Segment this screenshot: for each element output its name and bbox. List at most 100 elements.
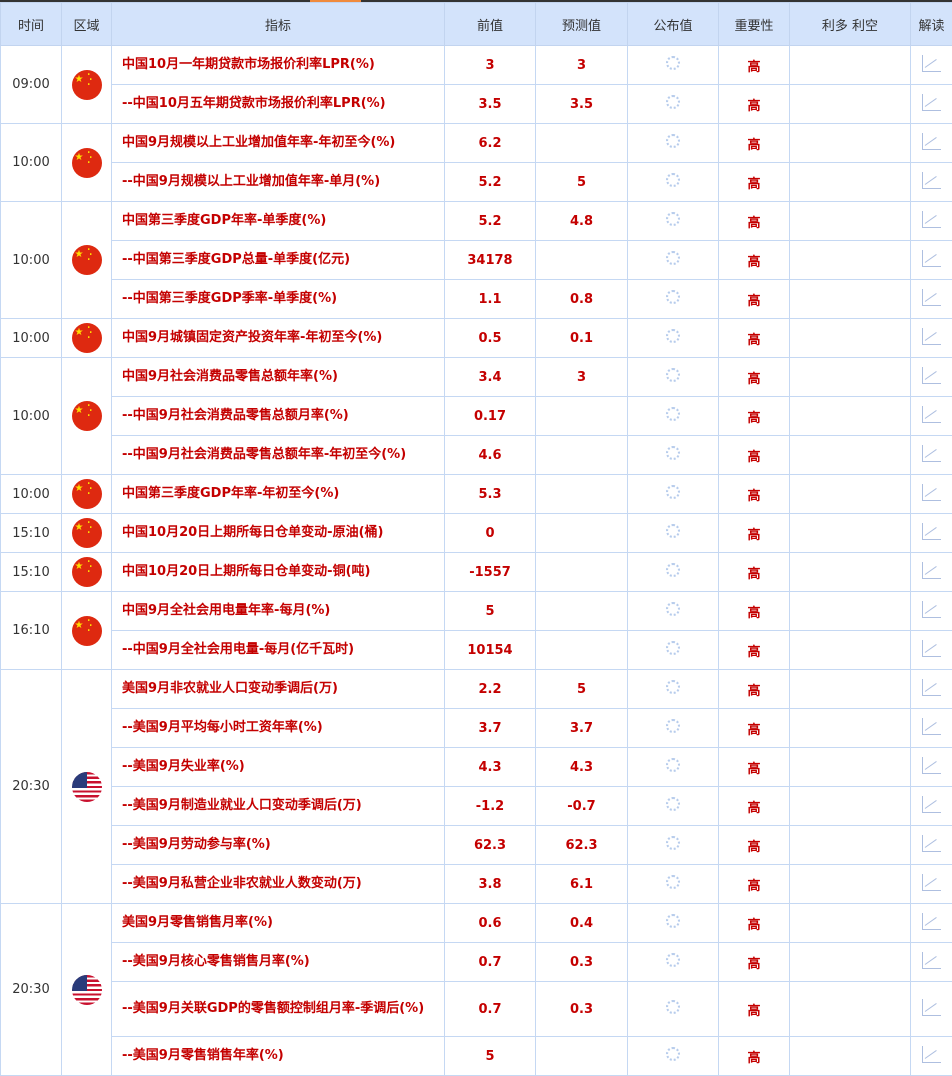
analysis-cell[interactable]: [911, 982, 952, 1037]
indicator-cell[interactable]: 美国9月零售销售月率(%): [112, 904, 445, 943]
indicator-cell[interactable]: --中国10月五年期贷款市场报价利率LPR(%): [112, 85, 445, 124]
indicator-cell[interactable]: --美国9月劳动参与率(%): [112, 826, 445, 865]
analysis-cell[interactable]: [911, 1037, 952, 1076]
analysis-cell[interactable]: [911, 202, 952, 241]
chart-analysis-icon[interactable]: [922, 999, 941, 1016]
analysis-cell[interactable]: [911, 592, 952, 631]
analysis-cell[interactable]: [911, 358, 952, 397]
indicator-cell[interactable]: 中国9月社会消费品零售总额年率(%): [112, 358, 445, 397]
chart-analysis-icon[interactable]: [922, 757, 941, 774]
analysis-cell[interactable]: [911, 943, 952, 982]
analysis-cell[interactable]: [911, 436, 952, 475]
analysis-cell[interactable]: [911, 865, 952, 904]
analysis-cell[interactable]: [911, 553, 952, 592]
chart-analysis-icon[interactable]: [922, 874, 941, 891]
chart-analysis-icon[interactable]: [922, 406, 941, 423]
table-row[interactable]: 10:00中国第三季度GDP年率-单季度(%)5.24.8高: [1, 202, 952, 241]
indicator-cell[interactable]: --美国9月核心零售销售月率(%): [112, 943, 445, 982]
indicator-cell[interactable]: 中国9月城镇固定资产投资年率-年初至今(%): [112, 319, 445, 358]
chart-analysis-icon[interactable]: [922, 55, 941, 72]
indicator-cell[interactable]: 中国第三季度GDP年率-单季度(%): [112, 202, 445, 241]
chart-analysis-icon[interactable]: [922, 172, 941, 189]
chart-analysis-icon[interactable]: [922, 484, 941, 501]
indicator-cell[interactable]: --中国第三季度GDP总量-单季度(亿元): [112, 241, 445, 280]
chart-analysis-icon[interactable]: [922, 913, 941, 930]
indicator-cell[interactable]: --美国9月私营企业非农就业人数变动(万): [112, 865, 445, 904]
chart-analysis-icon[interactable]: [922, 523, 941, 540]
indicator-cell[interactable]: --美国9月零售销售年率(%): [112, 1037, 445, 1076]
table-row[interactable]: 09:00中国10月一年期贷款市场报价利率LPR(%)33高: [1, 46, 952, 85]
indicator-cell[interactable]: 中国9月规模以上工业增加值年率-年初至今(%): [112, 124, 445, 163]
indicator-cell[interactable]: --中国9月社会消费品零售总额月率(%): [112, 397, 445, 436]
analysis-cell[interactable]: [911, 670, 952, 709]
chart-analysis-icon[interactable]: [922, 679, 941, 696]
analysis-cell[interactable]: [911, 631, 952, 670]
table-row[interactable]: 15:10中国10月20日上期所每日仓单变动-原油(桶)0高: [1, 514, 952, 553]
analysis-cell[interactable]: [911, 826, 952, 865]
indicator-cell[interactable]: --美国9月关联GDP的零售额控制组月率-季调后(%): [112, 982, 445, 1037]
indicator-cell[interactable]: 中国9月全社会用电量年率-每月(%): [112, 592, 445, 631]
chart-analysis-icon[interactable]: [922, 133, 941, 150]
indicator-cell[interactable]: --中国9月社会消费品零售总额年率-年初至今(%): [112, 436, 445, 475]
analysis-cell[interactable]: [911, 280, 952, 319]
chart-analysis-icon[interactable]: [922, 367, 941, 384]
analysis-cell[interactable]: [911, 397, 952, 436]
analysis-cell[interactable]: [911, 514, 952, 553]
analysis-cell[interactable]: [911, 904, 952, 943]
table-row[interactable]: 16:10中国9月全社会用电量年率-每月(%)5高: [1, 592, 952, 631]
table-row[interactable]: 10:00中国9月规模以上工业增加值年率-年初至今(%)6.2高: [1, 124, 952, 163]
chart-analysis-icon[interactable]: [922, 601, 941, 618]
indicator-cell[interactable]: 中国第三季度GDP年率-年初至今(%): [112, 475, 445, 514]
chart-analysis-icon[interactable]: [922, 250, 941, 267]
chart-analysis-icon[interactable]: [922, 796, 941, 813]
chart-analysis-icon[interactable]: [922, 640, 941, 657]
indicator-cell[interactable]: --美国9月失业率(%): [112, 748, 445, 787]
indicator-cell[interactable]: --中国9月规模以上工业增加值年率-单月(%): [112, 163, 445, 202]
chart-analysis-icon[interactable]: [922, 328, 941, 345]
indicator-cell[interactable]: 中国10月20日上期所每日仓单变动-铜(吨): [112, 553, 445, 592]
indicator-cell[interactable]: 中国10月20日上期所每日仓单变动-原油(桶): [112, 514, 445, 553]
chart-analysis-icon[interactable]: [922, 835, 941, 852]
analysis-cell[interactable]: [911, 163, 952, 202]
table-row[interactable]: 10:00中国9月社会消费品零售总额年率(%)3.43高: [1, 358, 952, 397]
indicator-cell[interactable]: --中国9月全社会用电量-每月(亿千瓦时): [112, 631, 445, 670]
indicator-cell[interactable]: 中国10月一年期贷款市场报价利率LPR(%): [112, 46, 445, 85]
analysis-cell[interactable]: [911, 85, 952, 124]
chart-analysis-icon[interactable]: [922, 94, 941, 111]
indicator-cell[interactable]: --美国9月平均每小时工资年率(%): [112, 709, 445, 748]
chart-analysis-icon[interactable]: [922, 718, 941, 735]
analysis-cell[interactable]: [911, 475, 952, 514]
analysis-cell[interactable]: [911, 709, 952, 748]
analysis-cell[interactable]: [911, 241, 952, 280]
table-row[interactable]: 10:00中国9月城镇固定资产投资年率-年初至今(%)0.50.1高: [1, 319, 952, 358]
analysis-cell[interactable]: [911, 787, 952, 826]
chart-analysis-icon[interactable]: [922, 1046, 941, 1063]
chart-analysis-icon[interactable]: [922, 211, 941, 228]
chart-analysis-icon[interactable]: [922, 445, 941, 462]
indicator-cell[interactable]: 美国9月非农就业人口变动季调后(万): [112, 670, 445, 709]
indicator-cell[interactable]: --美国9月制造业就业人口变动季调后(万): [112, 787, 445, 826]
chart-analysis-icon[interactable]: [922, 952, 941, 969]
indicator-cell[interactable]: --中国第三季度GDP季率-单季度(%): [112, 280, 445, 319]
chart-analysis-icon[interactable]: [922, 289, 941, 306]
table-row[interactable]: 10:00中国第三季度GDP年率-年初至今(%)5.3高: [1, 475, 952, 514]
analysis-cell[interactable]: [911, 46, 952, 85]
analysis-cell[interactable]: [911, 748, 952, 787]
